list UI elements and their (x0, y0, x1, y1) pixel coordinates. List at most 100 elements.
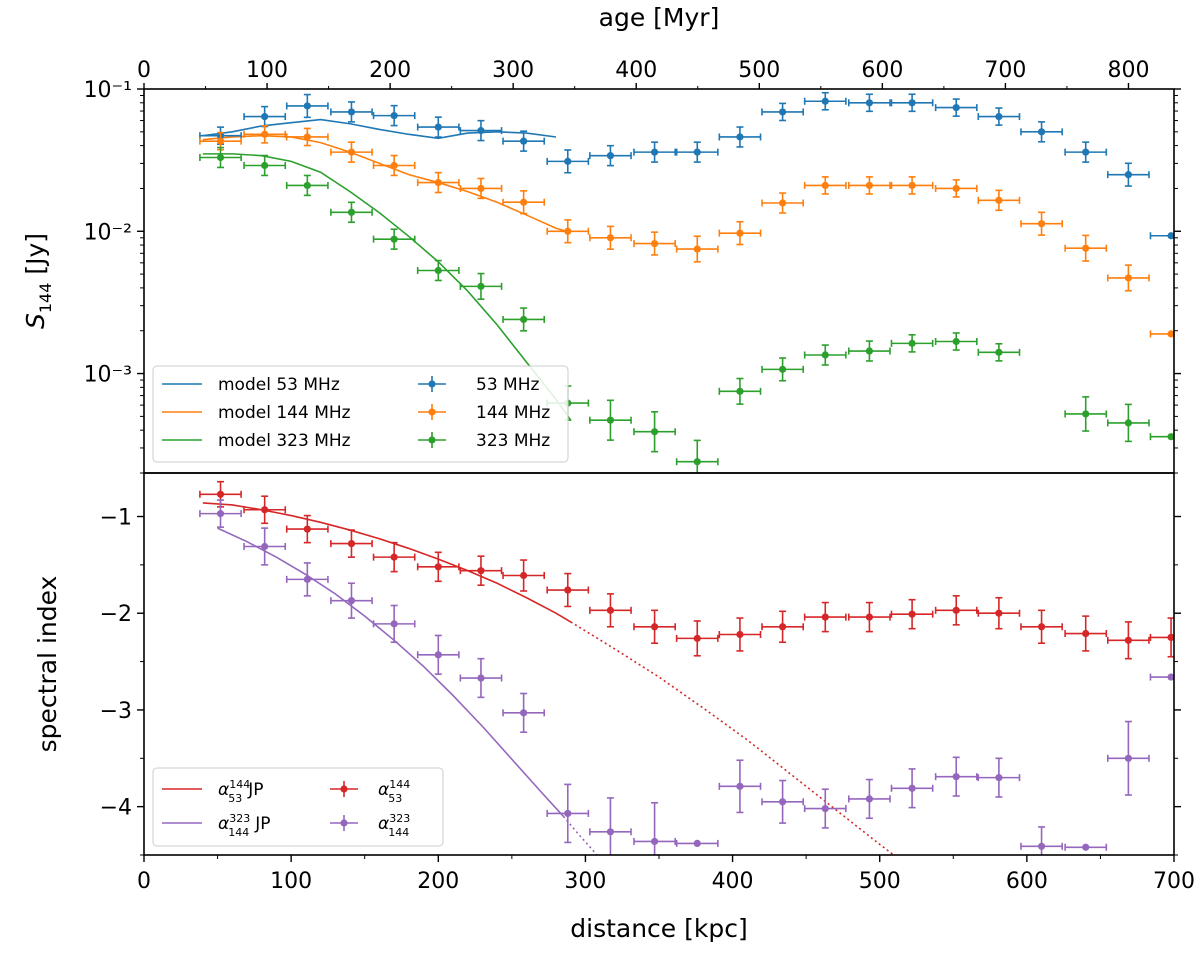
data-marker (952, 337, 960, 346)
data-point (546, 219, 590, 244)
top-legend: model 53 MHz 53 MHz model 144 MHz 144 MHz mo… (152, 365, 569, 463)
data-marker (434, 178, 442, 187)
data-marker (650, 623, 659, 631)
age-tick-label: 500 (738, 58, 780, 83)
data-marker (952, 184, 960, 193)
data-marker (995, 348, 1003, 356)
x-tick-label: 500 (859, 869, 901, 894)
legend-subscript: 144 (388, 826, 409, 839)
data-marker (650, 239, 659, 248)
data-point (459, 657, 503, 699)
data-point (416, 171, 460, 194)
data-marker (1167, 330, 1174, 338)
data-marker (477, 567, 485, 575)
legend-label: model 53 MHz (218, 375, 340, 395)
jp-model-line-dotted (562, 815, 598, 855)
data-point (1149, 232, 1174, 240)
legend-box (152, 767, 444, 847)
data-marker (779, 365, 787, 373)
data-point (1020, 121, 1063, 143)
legend-marker-swatch (330, 781, 358, 797)
data-point (633, 231, 676, 256)
data-marker (908, 181, 916, 190)
x-tick-label: 100 (270, 869, 312, 894)
data-point (330, 101, 373, 123)
data-point (243, 527, 287, 566)
data-point (761, 102, 805, 122)
data-point (803, 601, 847, 633)
data-point (502, 130, 546, 152)
data-marker (693, 148, 701, 156)
data-point (546, 783, 590, 844)
data-point (416, 551, 460, 583)
series-alpha-53-144 (199, 480, 1174, 660)
age-tick-label: 400 (615, 58, 657, 83)
data-point (1106, 403, 1150, 443)
data-point (1020, 609, 1063, 645)
data-marker (1124, 171, 1132, 179)
bottom-x-axis-title: distance [kpc] (570, 914, 747, 943)
data-point (1149, 433, 1174, 441)
legend-alpha: α (218, 814, 229, 834)
data-point (848, 340, 891, 362)
y-tick-label: −3 (100, 699, 132, 724)
legend-dot (428, 380, 436, 388)
data-point (675, 620, 719, 657)
y-tick-label: 10⁻¹ (84, 78, 132, 103)
data-point (546, 149, 590, 174)
data-marker (865, 347, 874, 355)
data-marker (261, 130, 269, 138)
data-point (1020, 211, 1063, 236)
data-marker (779, 623, 787, 631)
legend-marker-swatch (418, 404, 446, 420)
data-marker (564, 157, 572, 165)
data-point (848, 601, 891, 633)
x-tick-label: 700 (1153, 869, 1195, 894)
data-marker (1082, 244, 1090, 252)
y-tick-label: 10⁻² (84, 220, 132, 245)
data-point (243, 495, 287, 525)
data-marker (1082, 629, 1090, 638)
legend-subscript: 144 (228, 826, 249, 839)
series-alpha-144-323 (199, 499, 1174, 855)
legend-subscript: 53 (388, 792, 402, 805)
bottom-panel: 0 100 200 300 400 500 600 700 −1 −2 −3 −4 distance… (33, 472, 1195, 943)
series-144-mhz (199, 125, 1174, 338)
data-marker (390, 161, 398, 170)
data-point (803, 91, 847, 111)
legend-subscript: 53 (228, 792, 242, 805)
data-point (675, 439, 719, 473)
data-marker (434, 123, 442, 131)
data-point (1106, 621, 1150, 660)
data-point (1149, 330, 1174, 338)
data-point (546, 572, 590, 608)
top-age-axis: 0 100 200 300 400 500 600 700 800 (137, 58, 1149, 89)
data-marker (693, 245, 701, 253)
age-tick-label: 800 (1107, 58, 1149, 83)
data-marker (1124, 419, 1132, 427)
data-point (934, 756, 978, 797)
top-axis-title: age [Myr] (599, 3, 720, 32)
data-point (372, 104, 416, 127)
data-point (718, 759, 762, 814)
data-marker (1082, 843, 1090, 851)
model-line (202, 153, 572, 421)
y-tick-label: −2 (100, 602, 132, 627)
legend-marker-swatch (418, 432, 446, 448)
legend-label: α144 53 (378, 778, 410, 805)
bottom-x-axis: 0 100 200 300 400 500 600 700 (137, 855, 1195, 894)
data-marker (908, 610, 916, 618)
data-marker (303, 102, 311, 110)
data-point (589, 144, 632, 167)
data-marker (216, 490, 225, 498)
data-point (199, 131, 242, 151)
data-point (633, 801, 676, 855)
legend-superscript: 144 (389, 778, 410, 791)
data-point (761, 357, 805, 382)
data-point (502, 307, 546, 332)
data-marker (908, 339, 916, 347)
data-marker (434, 651, 442, 659)
data-point (848, 778, 891, 820)
legend-alpha: α (218, 780, 229, 800)
